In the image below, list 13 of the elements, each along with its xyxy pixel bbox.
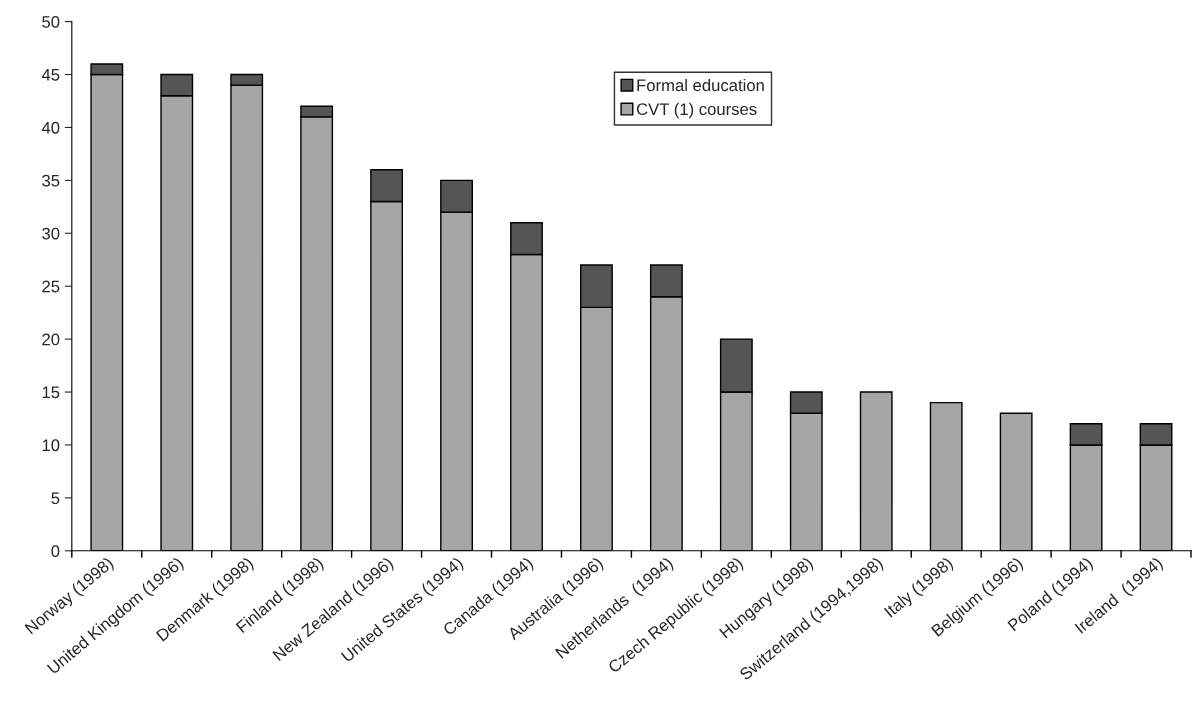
legend-label: CVT (1) courses (636, 102, 757, 119)
y-tick-label: 25 (42, 280, 60, 293)
y-tick-label: 40 (41, 121, 60, 134)
y-tick-label: 15 (42, 386, 60, 399)
y-tick-label: 0 (51, 545, 60, 557)
y-tick-label: 50 (42, 16, 60, 28)
y-tick-label: 20 (42, 333, 60, 346)
y-tick-label: 5 (51, 492, 60, 505)
y-tick-label: 35 (42, 174, 60, 187)
legend-label: Formal education (637, 78, 764, 92)
y-tick-label: 10 (42, 439, 60, 452)
y-tick-label: 30 (42, 227, 60, 240)
y-tick-label: 45 (41, 69, 60, 81)
